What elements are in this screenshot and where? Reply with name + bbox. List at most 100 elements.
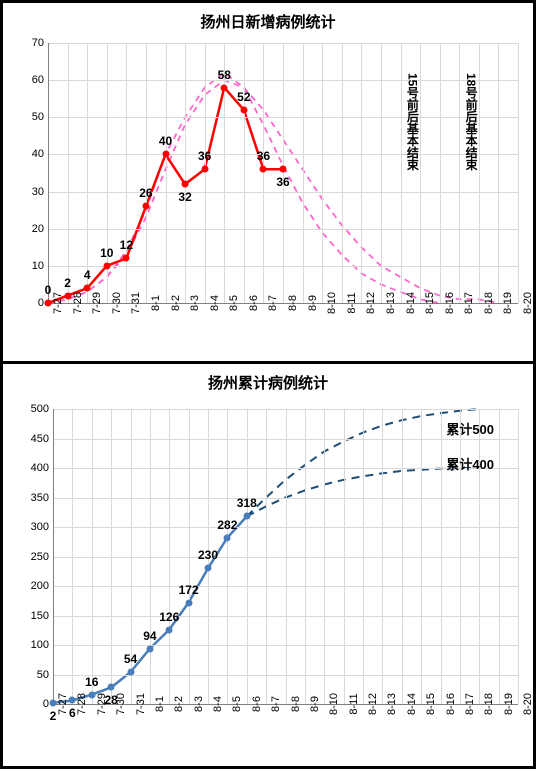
ytick-label: 70 <box>32 37 48 49</box>
data-label: 2 <box>50 709 57 723</box>
xtick-label: 8-11 <box>342 292 358 313</box>
data-marker <box>205 565 212 572</box>
gridline-v <box>111 409 112 704</box>
data-label: 36 <box>276 175 289 189</box>
data-label: 28 <box>104 693 117 707</box>
chart1-title: 扬州日新增病例统计 <box>3 3 533 32</box>
chart2-plot-area: 0501001502002503003504004505007-277-287-… <box>53 409 518 704</box>
data-label: 58 <box>218 68 231 82</box>
gridline-v <box>344 409 345 704</box>
data-marker <box>166 626 173 633</box>
gridline-v <box>146 43 147 303</box>
xtick-label: 8-6 <box>247 696 263 712</box>
xtick-label: 8-2 <box>166 295 182 311</box>
gridline-v <box>169 409 170 704</box>
xtick-label: 8-17 <box>459 292 475 314</box>
gridline-v <box>266 409 267 704</box>
gridline-v <box>244 43 245 303</box>
ytick-label: 20 <box>32 223 48 235</box>
gridline-v <box>479 409 480 704</box>
xtick-label: 7-29 <box>87 292 103 314</box>
data-marker <box>182 181 189 188</box>
ytick-label: 350 <box>31 492 53 504</box>
gridline-v <box>166 43 167 303</box>
ytick-label: 250 <box>31 551 53 563</box>
ytick-label: 10 <box>32 260 48 272</box>
ytick-label: 100 <box>31 639 53 651</box>
xtick-label: 8-19 <box>499 693 515 715</box>
gridline-v <box>499 409 500 704</box>
data-marker <box>127 669 134 676</box>
data-label: 318 <box>237 496 257 510</box>
xtick-label: 8-13 <box>381 292 397 314</box>
data-label: 230 <box>198 548 218 562</box>
gridline-v <box>363 409 364 704</box>
gridline-v <box>518 409 519 704</box>
data-marker <box>221 84 228 91</box>
gridline-v <box>205 43 206 303</box>
gridline-v <box>401 43 402 303</box>
xtick-label: 8-14 <box>402 693 418 715</box>
xtick-label: 8-15 <box>421 693 437 715</box>
gridline-v <box>518 43 519 303</box>
xtick-label: 8-15 <box>420 292 436 314</box>
xtick-label: 8-6 <box>244 295 260 311</box>
xtick-label: 8-16 <box>440 292 456 314</box>
gridline-v <box>185 43 186 303</box>
gridline-v <box>421 409 422 704</box>
xtick-label: 8-4 <box>208 696 224 712</box>
gridline-v <box>87 43 88 303</box>
xtick-label: 8-8 <box>286 696 302 712</box>
gridline-v <box>283 43 284 303</box>
xtick-label: 8-9 <box>303 295 319 311</box>
chart2-title: 扬州累计病例统计 <box>3 364 533 393</box>
data-label: 36 <box>198 149 211 163</box>
ytick-label: 450 <box>31 433 53 445</box>
gridline-v <box>441 409 442 704</box>
data-marker <box>162 151 169 158</box>
ytick-label: 30 <box>32 186 48 198</box>
xtick-label: 8-18 <box>479 693 495 715</box>
gridline-v <box>150 409 151 704</box>
gridline-v <box>459 43 460 303</box>
data-label: 12 <box>120 238 133 252</box>
data-label: 16 <box>85 675 98 689</box>
xtick-label: 8-5 <box>224 295 240 311</box>
gridline-v <box>382 409 383 704</box>
ytick-label: 300 <box>31 521 53 533</box>
ytick-label: 200 <box>31 580 53 592</box>
gridline-v <box>303 43 304 303</box>
data-label: 282 <box>217 518 237 532</box>
ytick-label: 40 <box>32 148 48 160</box>
data-label: 40 <box>159 134 172 148</box>
xtick-label: 7-31 <box>131 693 147 715</box>
gridline-v <box>381 43 382 303</box>
data-marker <box>84 285 91 292</box>
data-label: 54 <box>124 652 137 666</box>
xtick-label: 8-11 <box>344 693 360 714</box>
xtick-label: 8-14 <box>401 292 417 314</box>
data-marker <box>123 255 130 262</box>
data-marker <box>240 106 247 113</box>
gridline-v <box>126 43 127 303</box>
xtick-label: 8-18 <box>479 292 495 314</box>
xtick-label: 8-5 <box>227 696 243 712</box>
xtick-label: 8-19 <box>498 292 514 314</box>
gridline-v <box>460 409 461 704</box>
xtick-label: 8-7 <box>266 696 282 712</box>
xtick-label: 7-31 <box>126 292 142 314</box>
data-marker <box>88 691 95 698</box>
gridline-v <box>305 409 306 704</box>
data-marker <box>108 684 115 691</box>
xtick-label: 8-17 <box>460 693 476 715</box>
xtick-label: 8-13 <box>382 693 398 715</box>
data-label: 26 <box>139 186 152 200</box>
chart-daily-new-cases: 扬州日新增病例统计 0102030405060707-277-287-297-3… <box>2 2 534 362</box>
ytick-label: 400 <box>31 462 53 474</box>
ytick-label: 150 <box>31 610 53 622</box>
data-marker <box>280 166 287 173</box>
gridline-v <box>53 409 54 704</box>
data-label: 94 <box>143 629 156 643</box>
xtick-label: 8-10 <box>324 693 340 715</box>
data-label: 172 <box>179 583 199 597</box>
